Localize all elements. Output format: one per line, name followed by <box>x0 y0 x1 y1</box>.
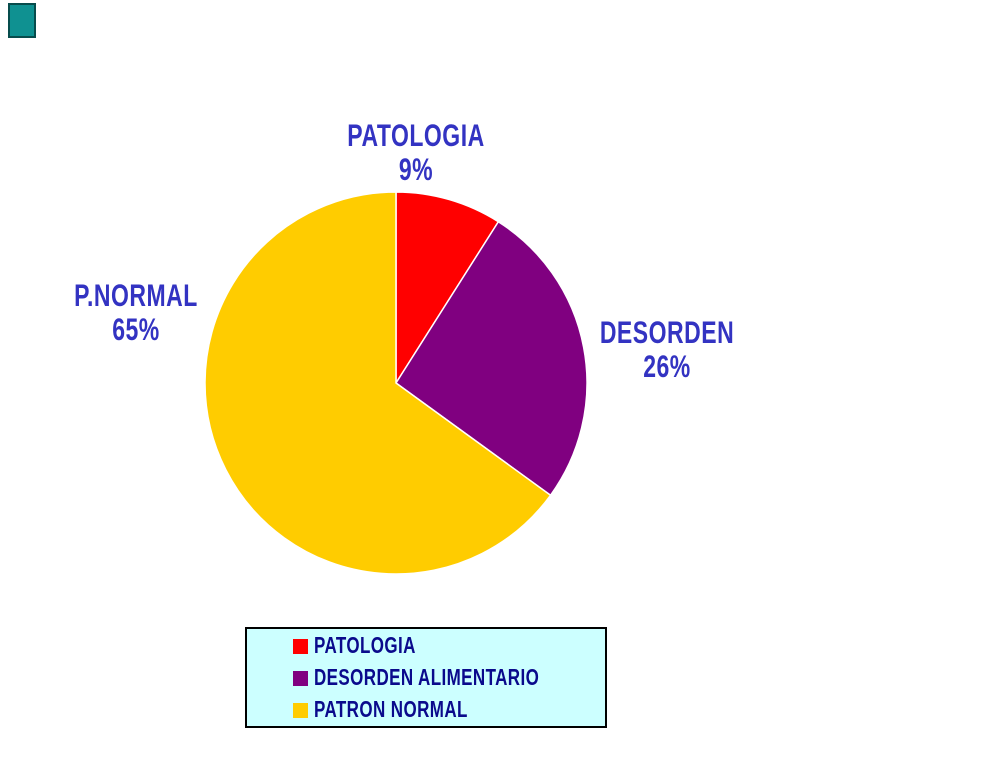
legend-label-patologia: PATOLOGIA <box>314 632 416 659</box>
legend-swatch-desorden-alimentario <box>293 670 308 686</box>
legend-swatch-patologia <box>293 638 308 654</box>
legend-item-patron-normal: PATRON NORMAL <box>293 694 605 726</box>
legend-label-desorden-alimentario: DESORDEN ALIMENTARIO <box>314 664 540 691</box>
slice-label-pnormal: P.NORMAL 65% <box>74 277 198 347</box>
legend-box: PATOLOGIA DESORDEN ALIMENTARIO PATRON NO… <box>245 627 607 728</box>
pie-slice-p-normal <box>204 191 552 575</box>
corner-decoration-rect <box>8 3 36 38</box>
legend-item-desorden-alimentario: DESORDEN ALIMENTARIO <box>293 662 605 694</box>
slice-label-patologia: PATOLOGIA 9% <box>347 117 485 187</box>
slice-label-desorden-pct: 26% <box>643 348 691 384</box>
legend-swatch-patron-normal <box>293 702 308 718</box>
legend-item-patologia: PATOLOGIA <box>293 630 605 662</box>
slice-label-desorden-name: DESORDEN <box>599 314 735 350</box>
slice-label-patologia-name: PATOLOGIA <box>347 117 485 153</box>
pie-slice-patologia <box>395 191 500 386</box>
slice-label-pnormal-pct: 65% <box>112 311 160 347</box>
slice-label-pnormal-name: P.NORMAL <box>74 277 198 313</box>
slice-label-desorden: DESORDEN 26% <box>599 314 735 384</box>
legend-label-patron-normal: PATRON NORMAL <box>314 696 468 723</box>
pie-slice-desorden <box>394 220 588 497</box>
slice-label-patologia-pct: 9% <box>398 151 434 187</box>
